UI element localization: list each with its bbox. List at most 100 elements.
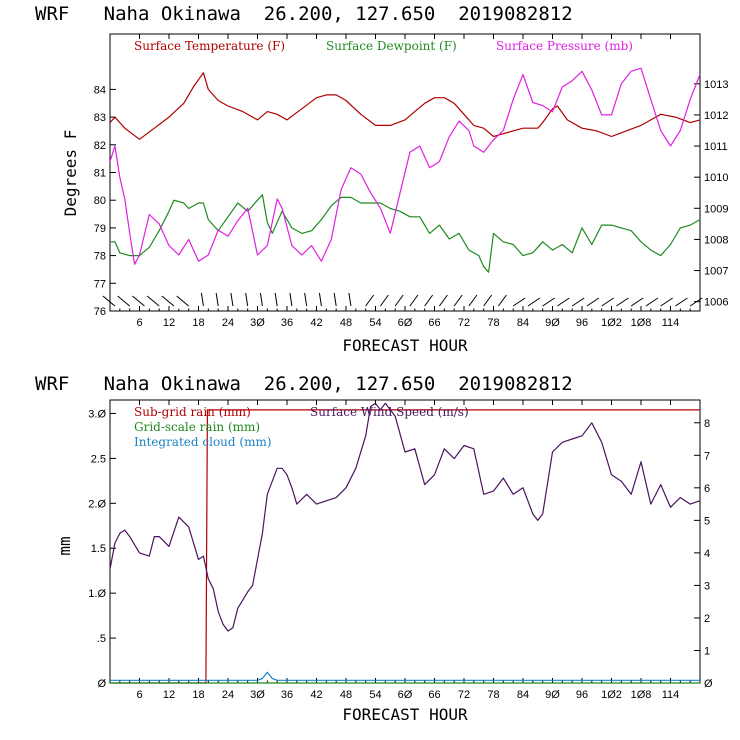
top-x-axis: 6 12 18 24 3Ø 36 42 48 54 6Ø 66 72 78 84 9Ø 96 1Ø2 1Ø8 114 [119, 34, 691, 329]
x-tick-label: 48 [340, 689, 352, 701]
bottom-chart-title: WRF Naha Okinawa 26.200, 127.650 2019082… [35, 373, 573, 395]
x-tick-label: 114 [662, 689, 680, 701]
bottom-legend: Sub-grid rain (mm)Grid-scale rain (mm)In… [134, 405, 469, 449]
x-tick-label: 96 [576, 317, 588, 329]
wind-barb [468, 294, 478, 307]
wind-barb [542, 297, 555, 307]
x-tick-label: 66 [428, 689, 440, 701]
x-tick-label: 84 [517, 689, 529, 701]
top-series-group [109, 67, 701, 273]
legend-surface-pressure: Surface Pressure (mb) [496, 39, 633, 53]
y-tick-label: 1.5 [91, 543, 106, 555]
wind-barb [132, 295, 145, 307]
y2-tick-label: 7 [704, 450, 710, 462]
bottom-x-axis: 6 12 18 24 3Ø 36 42 48 54 6Ø 66 72 78 84 9Ø 96 1Ø2 1Ø8 114 [119, 400, 691, 701]
x-tick-label: 6 [136, 317, 142, 329]
wind-barb [146, 295, 160, 307]
y-tick-label: 81 [94, 168, 106, 180]
y2-tick-label: 5 [704, 515, 710, 527]
x-tick-label: 84 [517, 317, 529, 329]
wind-barb [512, 297, 526, 307]
wind-barb [348, 292, 352, 307]
wind-barb [439, 294, 448, 307]
wind-barb [176, 295, 189, 307]
x-tick-label: 48 [340, 317, 352, 329]
x-tick-label: 18 [192, 689, 204, 701]
x-tick-label: 78 [487, 317, 499, 329]
y2-tick-label: 1009 [704, 203, 728, 215]
wind-barb [660, 297, 673, 307]
y2-tick-label: 1012 [704, 110, 728, 122]
surface-dewpoint-line [110, 194, 701, 273]
legend-grid-scale-rain: Grid-scale rain (mm) [134, 420, 260, 434]
y2-tick-label: 1006 [704, 297, 728, 309]
wind-barb [424, 294, 434, 307]
y-tick-label: 3.Ø [88, 408, 106, 420]
x-tick-label: 6Ø [398, 689, 413, 701]
wind-barb [318, 292, 322, 307]
wind-barb [304, 292, 308, 307]
surface-pressure-line [109, 67, 701, 265]
wind-barb [557, 297, 570, 307]
x-tick-label: 42 [310, 317, 322, 329]
wind-barb [333, 292, 337, 307]
wind-barb [453, 294, 463, 307]
x-tick-label: 9Ø [545, 317, 560, 329]
x-tick-label: 54 [369, 317, 381, 329]
x-tick-label: 72 [458, 689, 470, 701]
top-y-axis-label: Degrees F [61, 130, 80, 217]
x-tick-label: 54 [369, 689, 381, 701]
x-tick-label: 96 [576, 689, 588, 701]
x-tick-label: 1Ø2 [601, 317, 622, 329]
wind-barb [630, 297, 644, 307]
bottom-y-axis-label: mm [55, 536, 74, 555]
wind-barb [527, 297, 541, 307]
x-tick-label: 12 [163, 317, 175, 329]
top-left-axis: 76 77 78 79 80 81 82 83 84 [94, 84, 116, 318]
wind-barb [586, 297, 600, 307]
surface-wind-speed-line [109, 402, 701, 632]
x-tick-label: 66 [428, 317, 440, 329]
wind-barb [161, 295, 175, 307]
x-tick-label: 36 [281, 689, 293, 701]
x-tick-label: 6 [136, 689, 142, 701]
x-tick-label: 3Ø [250, 689, 265, 701]
y2-tick-label: 6 [704, 483, 710, 495]
y-tick-label: 78 [94, 251, 106, 263]
wind-barb [365, 294, 375, 307]
y-tick-label: 80 [94, 195, 106, 207]
x-tick-label: 42 [310, 689, 322, 701]
x-tick-label: 36 [281, 317, 293, 329]
x-tick-label: 1Ø8 [631, 689, 652, 701]
y-tick-label: Ø [97, 678, 106, 690]
x-tick-label: 1Ø2 [601, 689, 622, 701]
wind-barb [117, 295, 130, 307]
x-tick-label: 78 [487, 689, 499, 701]
y-tick-label: .5 [97, 633, 106, 645]
wind-barb [215, 292, 219, 307]
wind-barb [245, 292, 249, 307]
surface-temperature-line [109, 72, 701, 140]
wind-barb [675, 297, 688, 307]
y2-tick-label: 3 [704, 580, 710, 592]
top-x-axis-label: FORECAST HOUR [342, 336, 468, 355]
y-tick-label: 83 [94, 112, 106, 124]
bottom-right-axis: Ø 1 2 3 4 5 6 7 8 [694, 418, 713, 690]
y-tick-label: 2.5 [91, 453, 106, 465]
legend-integrated-cloud: Integrated cloud (mm) [134, 435, 272, 449]
top-legend: Surface Temperature (F) Surface Dewpoint … [134, 39, 633, 53]
bottom-chart: WRF Naha Okinawa 26.200, 127.650 2019082… [35, 373, 713, 724]
y2-tick-label: 1008 [704, 234, 728, 246]
wind-barb [483, 294, 493, 307]
y2-tick-label: 2 [704, 613, 710, 625]
wind-barb [571, 297, 585, 307]
integrated-cloud-line [110, 671, 700, 681]
legend-surface-temperature: Surface Temperature (F) [134, 39, 285, 53]
bottom-left-axis: Ø .5 1.Ø 1.5 2.Ø 2.5 3.Ø [88, 408, 116, 690]
legend-sub-grid-rain: Sub-grid rain (mm) [134, 405, 251, 419]
wind-barb [230, 292, 234, 307]
x-tick-label: 12 [163, 689, 175, 701]
top-right-axis: 1006 1007 1008 1009 1010 1011 1012 1013 [694, 79, 728, 309]
y2-tick-label: 1013 [704, 79, 728, 91]
